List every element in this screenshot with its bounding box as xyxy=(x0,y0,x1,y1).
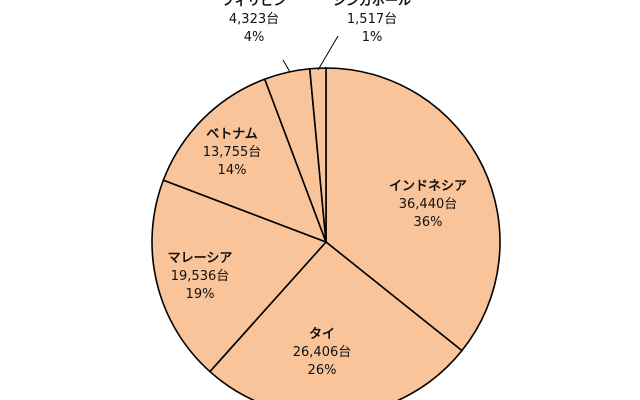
slice-label-name-6: シンガポール xyxy=(333,0,411,9)
leader-line-6 xyxy=(317,35,339,71)
leader-line-5 xyxy=(282,59,291,73)
slice-label-name-5: フィリピン xyxy=(222,0,287,9)
leader-lines xyxy=(282,35,339,73)
slice-label-count-6: 1,517台 xyxy=(347,12,397,27)
slice-label-count-5: 4,323台 xyxy=(229,12,279,27)
slice-label-name-3: マレーシア xyxy=(168,251,233,266)
pie-slice-2 xyxy=(208,240,464,400)
slice-label-count-1: 36,440台 xyxy=(399,197,458,212)
slice-label-percent-1: 36% xyxy=(414,215,443,230)
slice-label-name-1: インドネシア xyxy=(389,179,467,194)
pie-slice-3 xyxy=(151,179,328,373)
slice-label-count-3: 19,536台 xyxy=(171,269,230,284)
slice-label-percent-4: 14% xyxy=(218,163,247,178)
slice-labels: インドネシア 36,440台 36% タイ 26,406台 26% マレーシア 19,536台… xyxy=(168,0,467,378)
pie-slice-4 xyxy=(162,78,328,244)
slice-label-count-4: 13,755台 xyxy=(203,145,262,160)
slice-label-name-4: ベトナム xyxy=(206,127,258,142)
slice-label-percent-3: 19% xyxy=(186,287,215,302)
pie-slices xyxy=(151,67,501,400)
slice-label-count-2: 26,406台 xyxy=(293,345,352,360)
slice-label-name-2: タイ xyxy=(309,327,335,342)
slice-label-percent-6: 1% xyxy=(362,30,383,45)
slice-label-percent-2: 26% xyxy=(308,363,337,378)
pie-slice-6 xyxy=(308,67,327,243)
slice-label-percent-5: 4% xyxy=(244,30,265,45)
pie-slice-1 xyxy=(325,67,501,352)
